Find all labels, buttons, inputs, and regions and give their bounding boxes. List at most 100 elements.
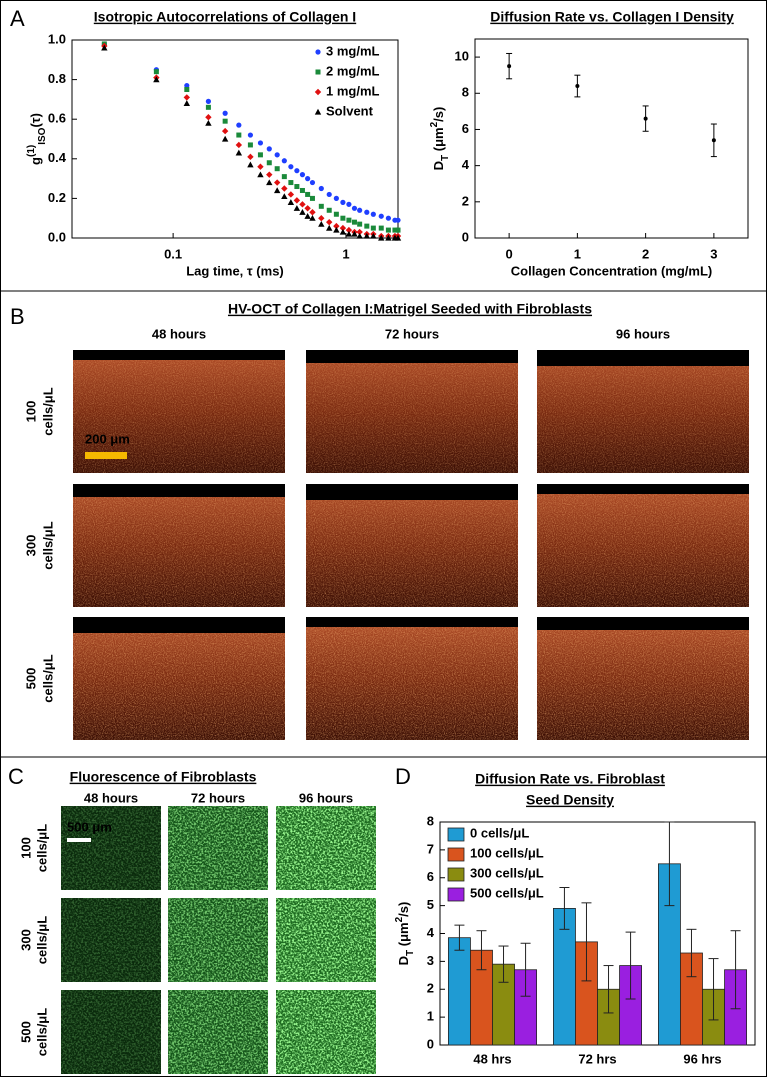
point	[326, 207, 332, 213]
point	[294, 184, 300, 190]
legend-label: Solvent	[326, 103, 374, 118]
row-label: 500	[23, 668, 38, 690]
point	[340, 199, 346, 205]
y-tick-label: 5	[427, 897, 434, 912]
point	[378, 234, 385, 241]
label-part: /s)	[431, 107, 446, 122]
point	[385, 234, 392, 241]
y-axis-label: g(1)ISO(τ)	[26, 113, 48, 165]
point	[318, 220, 325, 227]
row-label: cells/μL	[40, 654, 55, 702]
point	[205, 98, 212, 104]
x-tick-label: 0.1	[164, 246, 182, 261]
point	[184, 87, 190, 92]
point	[318, 185, 324, 192]
legend-label: 500 cells/μL	[470, 885, 544, 900]
point	[288, 180, 294, 186]
point	[363, 232, 371, 239]
label-part: D	[431, 161, 446, 170]
point	[288, 164, 294, 170]
y-tick-label: 2	[462, 193, 469, 208]
point	[247, 161, 254, 168]
point	[287, 191, 295, 198]
label-part: (μm	[396, 922, 411, 949]
label-part: (τ)	[28, 113, 43, 127]
column-header: 72 hours	[385, 326, 439, 341]
row-label: cells/μL	[34, 1008, 49, 1056]
plot-frame	[474, 38, 749, 239]
y-tick-label: 0.6	[48, 111, 66, 126]
y-tick-label: 1	[427, 1009, 434, 1024]
point	[340, 215, 346, 221]
panel-letter: B	[10, 304, 25, 329]
y-tick-label: 2	[427, 981, 434, 996]
point	[326, 224, 333, 231]
oct-speckle	[73, 484, 285, 607]
point	[274, 152, 280, 158]
x-axis-label: Lag time, τ (ms)	[186, 263, 284, 278]
scale-bar	[67, 838, 91, 842]
point	[364, 209, 370, 215]
row-label: 500	[18, 1021, 33, 1043]
row-label: cells/μL	[34, 824, 49, 872]
x-tick-label: 2	[642, 246, 649, 261]
point	[385, 227, 391, 233]
point	[274, 166, 280, 172]
y-tick-label: 10	[455, 49, 469, 64]
label-part: (1)	[26, 145, 37, 157]
point	[575, 84, 580, 89]
chart-title: Diffusion Rate vs. Collagen I Density	[490, 9, 734, 25]
y-tick-label: 0	[462, 229, 469, 244]
fluorescence-cells	[61, 898, 161, 982]
row-label: 100	[23, 401, 38, 423]
legend-marker	[315, 49, 321, 55]
x-tick-label: 0	[506, 246, 513, 261]
point	[221, 135, 229, 142]
point	[222, 110, 228, 116]
y-axis-label: DT (μm2/s)	[394, 902, 416, 966]
point	[395, 217, 401, 223]
point	[266, 171, 273, 178]
point	[370, 211, 376, 217]
point	[299, 172, 306, 178]
oct-speckle	[537, 350, 749, 473]
scale-bar-label: 200 μm	[85, 431, 130, 446]
legend-swatch	[447, 847, 465, 862]
point	[205, 104, 211, 110]
legend-swatch	[447, 827, 465, 842]
oct-surface	[73, 617, 285, 633]
oct-speckle	[73, 617, 285, 740]
oct-surface	[73, 484, 285, 497]
column-header: 72 hours	[191, 790, 245, 805]
point	[266, 160, 272, 166]
fluorescence-cells	[168, 898, 268, 982]
point	[281, 174, 287, 180]
label-part: (μm	[431, 127, 446, 154]
oct-speckle	[306, 350, 518, 473]
point	[326, 218, 333, 226]
point	[257, 152, 263, 158]
x-axis-label: Collagen Concentration (mg/mL)	[511, 263, 713, 278]
point	[205, 119, 212, 126]
point	[333, 226, 340, 233]
point	[385, 215, 392, 221]
point	[333, 195, 339, 201]
legend-marker	[314, 108, 322, 115]
point	[266, 146, 272, 152]
point	[293, 205, 301, 211]
point	[392, 227, 398, 233]
point	[364, 223, 370, 229]
point	[351, 230, 358, 237]
oct-speckle	[537, 484, 749, 607]
point	[281, 158, 287, 164]
point	[357, 207, 363, 213]
fluorescence-cells	[168, 806, 268, 890]
point	[370, 232, 377, 239]
point	[236, 132, 242, 138]
point	[247, 153, 254, 161]
point	[222, 118, 228, 124]
oct-surface	[73, 350, 285, 360]
legend-label: 2 mg/mL	[326, 63, 380, 78]
